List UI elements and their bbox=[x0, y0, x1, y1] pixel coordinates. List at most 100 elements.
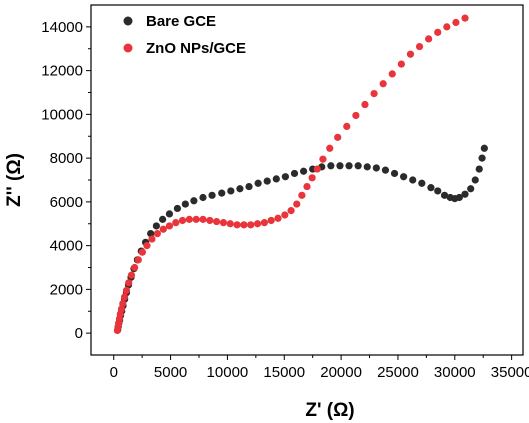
bare-gce-point bbox=[455, 193, 463, 202]
bare-gce-point bbox=[345, 162, 353, 170]
bare-gce-point bbox=[461, 190, 469, 198]
zno-nps-gce-point bbox=[303, 182, 311, 191]
bare-gce-point bbox=[418, 179, 426, 187]
zno-nps-gce-point bbox=[219, 219, 228, 227]
bare-gce-point bbox=[409, 176, 417, 184]
bare-gce-point bbox=[336, 162, 344, 170]
bare-gce-point bbox=[327, 162, 335, 170]
bare-gce-point bbox=[290, 169, 299, 178]
zno-nps-gce-point bbox=[415, 42, 424, 51]
bare-gce-point bbox=[173, 204, 181, 213]
zno-nps-gce-point bbox=[159, 225, 167, 233]
bare-gce-point bbox=[159, 215, 167, 223]
bare-gce-point bbox=[245, 182, 253, 191]
x-tick-label: 35000 bbox=[491, 364, 529, 381]
bare-gce-point bbox=[218, 189, 226, 197]
zno-nps-gce-point bbox=[165, 222, 174, 230]
zno-nps-gce-point bbox=[260, 219, 268, 227]
bare-gce-point bbox=[165, 210, 174, 218]
bare-gce-point bbox=[475, 165, 483, 173]
x-tick-label: 30000 bbox=[434, 364, 476, 381]
bare-gce-point bbox=[181, 200, 189, 208]
zno-nps-gce-point bbox=[388, 70, 396, 78]
y-axis-ticks: 0 2000 4000 6000 8000 10000 12000 14000 bbox=[41, 19, 91, 342]
bare-gce-point bbox=[354, 162, 362, 170]
x-tick-label: 5000 bbox=[154, 364, 187, 381]
bare-gce-point bbox=[254, 179, 262, 187]
zno-nps-gce-point bbox=[343, 122, 351, 131]
zno-nps-gce-point bbox=[185, 215, 193, 223]
bare-gce-point bbox=[480, 144, 488, 152]
zno-nps-gce-point bbox=[425, 35, 433, 43]
zno-nps-gce-point bbox=[406, 50, 415, 58]
zno-nps-gce-point bbox=[131, 263, 139, 272]
zno-nps-gce-point bbox=[313, 165, 321, 173]
zno-nps-gce-point bbox=[293, 200, 301, 208]
bare-gce-point bbox=[372, 164, 380, 172]
bare-gce-point bbox=[299, 167, 308, 175]
zno-nps-gce-point bbox=[117, 305, 126, 313]
legend-label-zno-nps-gce: ZnO NPs/GCE bbox=[146, 40, 246, 57]
zno-nps-gce-point bbox=[379, 80, 387, 88]
bare-gce-point bbox=[236, 185, 244, 193]
bare-gce-point bbox=[381, 166, 390, 174]
zno-nps-gce-point bbox=[308, 174, 316, 182]
zno-nps-gce-point bbox=[361, 100, 369, 109]
zno-nps-gce-point bbox=[120, 293, 129, 301]
zno-nps-gce-point bbox=[287, 207, 295, 215]
zno-nps-gce-point bbox=[122, 286, 131, 295]
bare-gce-point bbox=[434, 187, 442, 195]
zno-nps-gce-point bbox=[240, 221, 248, 229]
zno-nps-gce-point bbox=[153, 229, 161, 238]
zno-nps-gce-point bbox=[247, 221, 255, 229]
bare-gce-point bbox=[190, 197, 198, 205]
zno-nps-gce-point bbox=[143, 242, 151, 250]
zno-nps-gce-point bbox=[226, 220, 234, 228]
legend-label-bare-gce: Bare GCE bbox=[146, 13, 216, 30]
zno-nps-gce-point bbox=[134, 256, 142, 264]
bare-gce-point bbox=[467, 185, 475, 193]
zno-nps-gce-point bbox=[319, 155, 327, 163]
bare-gce-point bbox=[471, 176, 479, 184]
x-tick-label: 15000 bbox=[263, 364, 305, 381]
y-axis-title: Z'' (Ω) bbox=[4, 153, 25, 207]
y-tick-label: 10000 bbox=[41, 106, 83, 123]
zno-nps-gce-point bbox=[178, 216, 187, 225]
y-tick-label: 8000 bbox=[50, 150, 83, 167]
y-tick-label: 6000 bbox=[50, 194, 83, 211]
bare-gce-point bbox=[272, 175, 280, 183]
bare-gce-point bbox=[263, 177, 271, 185]
legend: Bare GCE ZnO NPs/GCE bbox=[123, 13, 246, 57]
zno-nps-gce-point bbox=[138, 248, 146, 256]
zno-nps-gce-point bbox=[443, 23, 451, 31]
zno-nps-gce-point bbox=[119, 299, 127, 308]
zno-nps-gce-point bbox=[148, 235, 156, 243]
bare-gce-point bbox=[152, 222, 160, 230]
legend-marker-bare-gce bbox=[123, 16, 133, 26]
y-tick-label: 12000 bbox=[41, 63, 83, 80]
zno-nps-gce-point bbox=[125, 279, 133, 287]
zno-nps-gce-point bbox=[274, 214, 282, 222]
bare-gce-point bbox=[478, 154, 486, 162]
bare-gce-point bbox=[390, 169, 399, 178]
zno-nps-gce-point bbox=[267, 216, 275, 225]
zno-nps-gce-point bbox=[352, 111, 360, 120]
zno-nps-gce-point bbox=[206, 216, 214, 225]
legend-marker-zno-nps-gce bbox=[123, 43, 133, 53]
zno-nps-gce-point bbox=[172, 219, 180, 227]
bare-gce-point bbox=[400, 173, 408, 181]
zno-nps-gce-point bbox=[326, 144, 334, 152]
x-tick-label: 10000 bbox=[207, 364, 249, 381]
x-axis-title: Z' (Ω) bbox=[305, 400, 354, 421]
bare-gce-point bbox=[440, 191, 449, 199]
bare-gce-point bbox=[281, 173, 289, 181]
y-tick-label: 2000 bbox=[50, 281, 83, 298]
zno-nps-gce-point bbox=[298, 191, 306, 199]
bare-gce-point bbox=[227, 187, 235, 195]
x-tick-label: 20000 bbox=[320, 364, 362, 381]
zno-nps-gce-point bbox=[199, 215, 207, 223]
y-tick-label: 0 bbox=[75, 325, 83, 342]
zno-nps-gce-point bbox=[461, 14, 469, 22]
zno-nps-gce-point bbox=[334, 133, 342, 141]
